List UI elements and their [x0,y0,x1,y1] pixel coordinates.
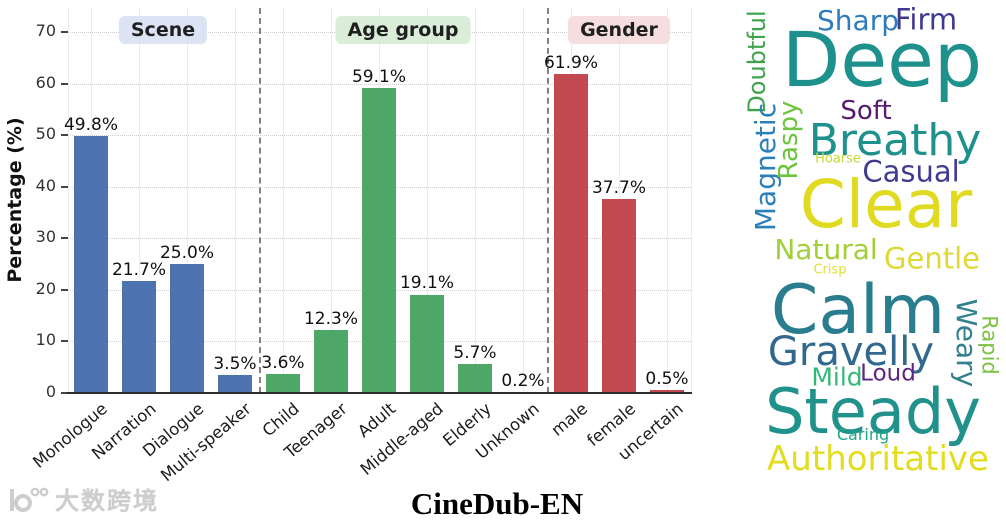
wordcloud-word: Firm [894,2,958,37]
v-gridline [427,8,428,393]
y-tick-label: 30 [35,227,56,247]
bar-value-label: 37.7% [591,177,647,198]
v-gridline [187,8,188,393]
y-tick-mark [61,237,68,240]
bar-value-label: 3.5% [213,353,257,374]
bar-value-label: 19.1% [399,273,455,294]
wordcloud-word: Breathy [808,115,982,166]
bar-value-label: 25.0% [159,243,215,264]
x-axis-line [67,392,692,394]
bar-value-label: 0.5% [645,369,689,390]
group-badge: Age group [335,16,471,44]
bar-value-label: 0.2% [501,370,545,391]
wordcloud-word: Calm [770,271,946,350]
wordcloud-word: Deep [781,15,983,104]
bar-value-label: 3.6% [261,353,305,374]
wordcloud-word: Loud [860,360,916,387]
bar-teenager [314,329,348,393]
y-tick-label: 40 [35,175,56,195]
bar-female [602,198,636,393]
y-tick-mark [61,392,68,394]
bar-value-label: 5.7% [453,342,497,363]
group-badge: Gender [568,16,670,44]
y-tick-label: 20 [35,278,56,298]
watermark: 大数跨境 [6,481,159,516]
wordcloud-word: Caring [836,425,890,444]
y-tick-mark [61,31,68,33]
wordcloud-word: Steady [765,375,981,448]
v-gridline [523,8,524,393]
y-tick-label: 0 [45,382,56,401]
bar-child [266,374,300,393]
bar-uncertain [650,390,684,393]
v-gridline [331,8,332,393]
plot-edge-line [691,8,692,393]
y-tick-mark [61,288,68,291]
bar-value-label: 59.1% [351,67,407,88]
group-badge: Scene [118,16,208,44]
y-tick-mark [61,185,68,188]
bar-value-label: 21.7% [111,260,167,281]
bar-monologue [74,136,108,393]
bar-male [554,73,588,393]
y-tick-label: 10 [35,330,56,350]
bar-middle-aged [410,294,444,393]
y-tick-mark [61,82,68,85]
wordcloud-word: Gravelly [767,329,935,375]
bar-value-label: 61.9% [543,52,599,73]
bar-dialogue [170,264,204,393]
wordcloud-word: Casual [862,154,960,189]
wordcloud-word: Hoarse [815,151,861,167]
group-separator [259,8,261,393]
wordcloud-word: Soft [840,96,892,126]
bar-adult [362,88,396,393]
y-tick-mark [61,340,68,343]
wordcloud-word: Doubtful [743,10,771,114]
y-tick-label: 70 [35,21,56,40]
wordcloud-word: Authoritative [767,439,989,479]
bar-value-label: 49.8% [63,115,119,136]
wordcloud-word: Natural [774,233,878,266]
figure-title: CineDub-EN [410,486,584,521]
y-tick-label: 50 [35,124,56,144]
wordcloud-word: Mild [811,362,863,392]
bar-multi-speaker [218,374,252,393]
v-gridline [667,8,668,393]
bar-value-label: 12.3% [303,308,359,329]
wordcloud-word: Sharp [817,4,899,37]
watermark-brand-icon [10,487,49,512]
v-gridline [139,8,140,393]
y-tick-label: 60 [35,72,56,92]
v-gridline [235,8,236,393]
v-gridline [475,8,476,393]
y-tick-mark [61,134,68,137]
v-gridline [283,8,284,393]
wordcloud-word: Raspy [774,100,804,180]
bar-narration [122,281,156,393]
group-separator [547,8,549,393]
bar-elderly [458,363,492,393]
watermark-text: 大数跨境 [55,487,159,515]
wordcloud-word: Weary [950,298,983,388]
wordcloud-word: Crisp [813,262,847,278]
wordcloud-word: Clear [799,166,973,243]
wordcloud-word: Gentle [884,241,980,276]
plot-edge-line [68,8,69,393]
wordcloud-word: Rapid [977,315,1002,375]
